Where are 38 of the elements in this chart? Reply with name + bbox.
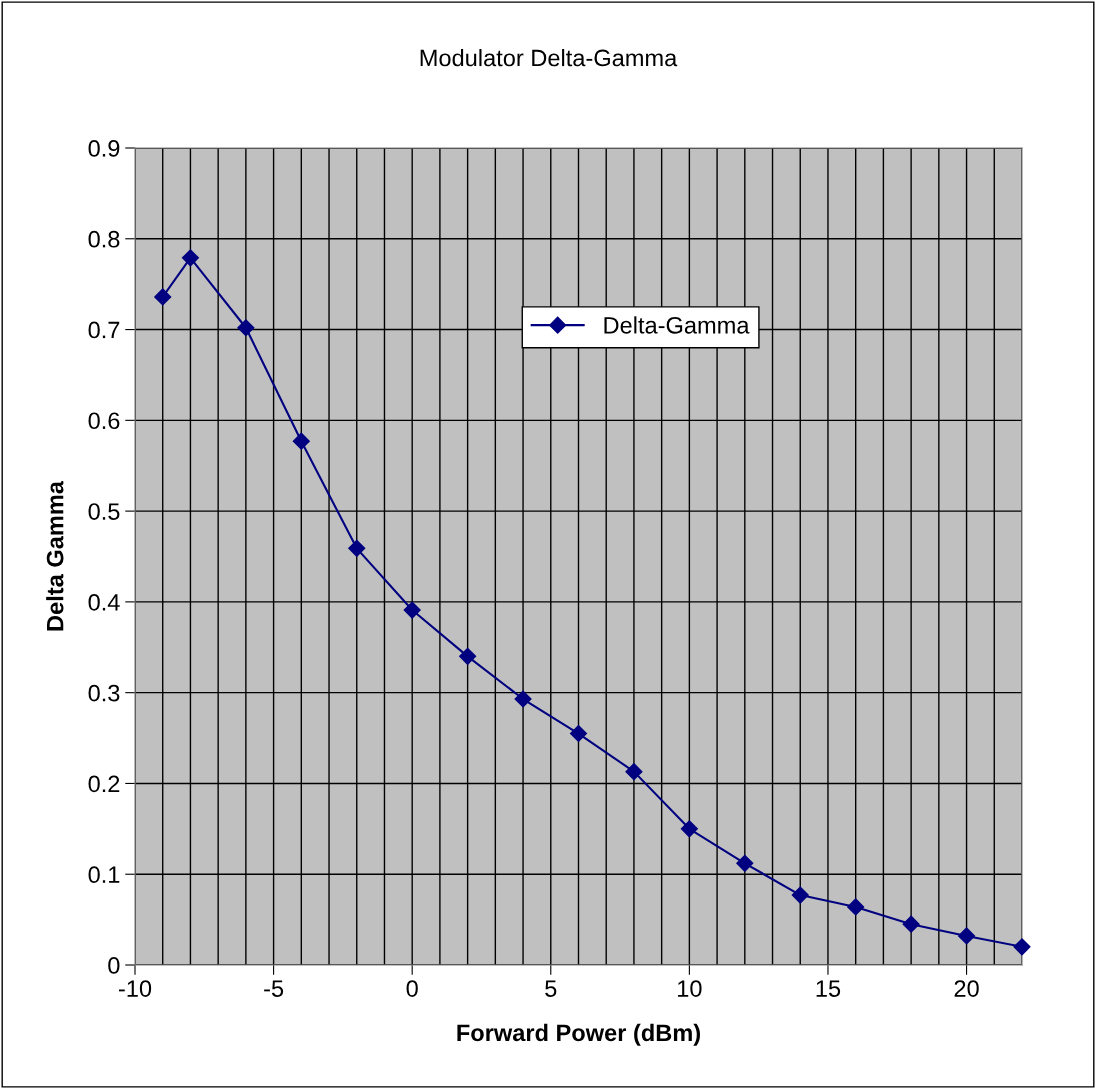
- point: [791, 886, 809, 904]
- legend-label: Delta-Gamma: [604, 316, 750, 334]
- point: [958, 927, 976, 945]
- x-tick-label: 5: [545, 980, 557, 997]
- y-tick-label: 0.4: [88, 593, 120, 611]
- y-tick-label: 0.7: [88, 321, 120, 339]
- point: [902, 915, 920, 933]
- point: [625, 763, 643, 781]
- point: [569, 724, 588, 743]
- x-tick-label: 0: [406, 980, 418, 997]
- y-tick-label: 0: [108, 957, 120, 974]
- point: [292, 432, 310, 450]
- x-axis-title: Forward Power (dBm): [457, 1023, 700, 1046]
- chart-title: Modulator Delta-Gamma: [420, 49, 678, 67]
- y-tick-label: 0.3: [88, 684, 120, 702]
- point: [1013, 938, 1031, 956]
- point: [154, 288, 172, 306]
- y-tick-label: 0.8: [88, 230, 120, 248]
- x-tick-label: -10: [118, 980, 152, 997]
- y-axis-title: Delta Gamma: [46, 480, 64, 631]
- point: [514, 690, 532, 708]
- point: [680, 820, 698, 838]
- point: [736, 854, 754, 872]
- y-tick-label: 0.9: [88, 140, 120, 157]
- y-tick-label: 0.6: [88, 412, 120, 430]
- y-tick-label: 0.1: [88, 866, 120, 884]
- point: [459, 647, 477, 665]
- point: [181, 249, 199, 267]
- point: [237, 319, 255, 337]
- point: [348, 539, 366, 557]
- x-tick-label: 15: [816, 980, 841, 997]
- y-tick-label: 0.2: [88, 775, 120, 793]
- x-tick-label: -5: [264, 980, 284, 997]
- y-tick-label: 0.5: [88, 503, 120, 520]
- x-tick-label: 10: [678, 980, 702, 997]
- point: [847, 898, 865, 916]
- point: [403, 601, 421, 619]
- x-tick-label: 20: [954, 980, 979, 997]
